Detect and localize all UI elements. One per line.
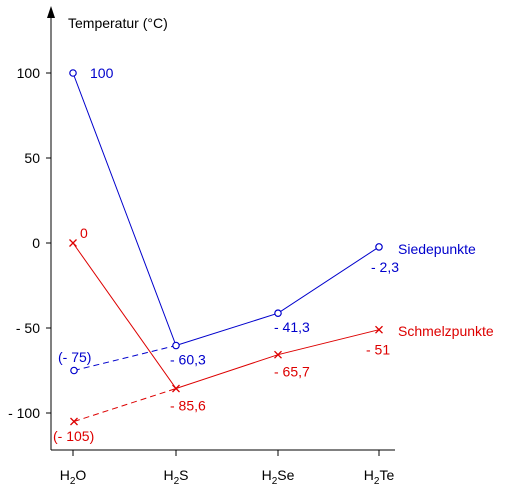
- x-tick-label-rest: Se: [277, 467, 294, 483]
- data-label: 0: [80, 225, 88, 241]
- data-label: - 65,7: [274, 364, 310, 380]
- extrapolated-label: (- 105): [53, 428, 94, 444]
- x-tick-label-sub: 2: [174, 476, 180, 487]
- series-line: [72, 72, 380, 347]
- extrapolation-line: [73, 388, 177, 422]
- data-point: [70, 366, 78, 375]
- y-tick-label: - 100: [8, 405, 40, 421]
- axes: [47, 6, 395, 451]
- data-point: [70, 417, 78, 426]
- y-tick-label: 0: [32, 235, 40, 251]
- x-tick-label-base: H: [163, 467, 173, 483]
- y-tick-label: 100: [17, 65, 41, 81]
- x-tick-label-base: H: [262, 467, 272, 483]
- series-line: [72, 242, 380, 390]
- series-layer: 100 - 60,3 - 41,3 - 2,3 (- 75) Siedepunkte 0 - …: [53, 65, 494, 444]
- data-label: - 51: [366, 342, 390, 358]
- data-point: [274, 309, 282, 318]
- x-tick-label-base: H: [60, 467, 70, 483]
- x-tick-label: H2Te: [364, 467, 395, 487]
- data-point: [69, 69, 77, 77]
- y-ticks: 100 50 0 - 50 - 100: [8, 65, 51, 421]
- series-name-label: Schmelzpunkte: [398, 323, 494, 339]
- extrapolated-label: (- 75): [58, 349, 91, 365]
- data-point: [172, 384, 180, 393]
- series-siedepunkte: 100 - 60,3 - 41,3 - 2,3 (- 75) Siedepunkte: [58, 65, 476, 375]
- x-tick-label-sub: 2: [374, 476, 380, 487]
- data-point: [375, 243, 383, 251]
- x-tick-label-rest: S: [179, 467, 188, 483]
- extrapolation-line: [73, 345, 177, 371]
- x-tick-label-base: H: [364, 467, 374, 483]
- data-label: - 85,6: [170, 398, 206, 414]
- y-axis-arrow: [47, 6, 55, 18]
- x-tick-label-sub: 2: [70, 476, 76, 487]
- series-name-label: Siedepunkte: [398, 241, 476, 257]
- series-schmelzpunkte: 0 - 85,6 - 65,7 - 51 (- 105) Schmelzpunkte: [53, 225, 494, 444]
- data-point: [274, 350, 282, 359]
- data-point: [69, 239, 77, 247]
- data-label: - 41,3: [274, 319, 310, 335]
- chart-title: Temperatur (°C): [68, 15, 168, 31]
- data-label: - 60,3: [170, 352, 206, 368]
- x-tick-label: H2S: [163, 467, 188, 487]
- data-label: 100: [90, 65, 114, 81]
- x-tick-label-sub: 2: [272, 476, 278, 487]
- data-point: [172, 341, 180, 350]
- x-ticks: H2O H2S H2Se H2Te: [60, 450, 395, 487]
- x-tick-label-rest: O: [75, 467, 86, 483]
- x-tick-label-rest: Te: [379, 467, 394, 483]
- y-tick-label: - 50: [16, 320, 40, 336]
- data-point: [375, 325, 383, 334]
- x-tick-label: H2Se: [262, 467, 295, 487]
- y-tick-label: 50: [24, 150, 40, 166]
- x-tick-label: H2O: [60, 467, 87, 487]
- data-label: - 2,3: [371, 259, 399, 275]
